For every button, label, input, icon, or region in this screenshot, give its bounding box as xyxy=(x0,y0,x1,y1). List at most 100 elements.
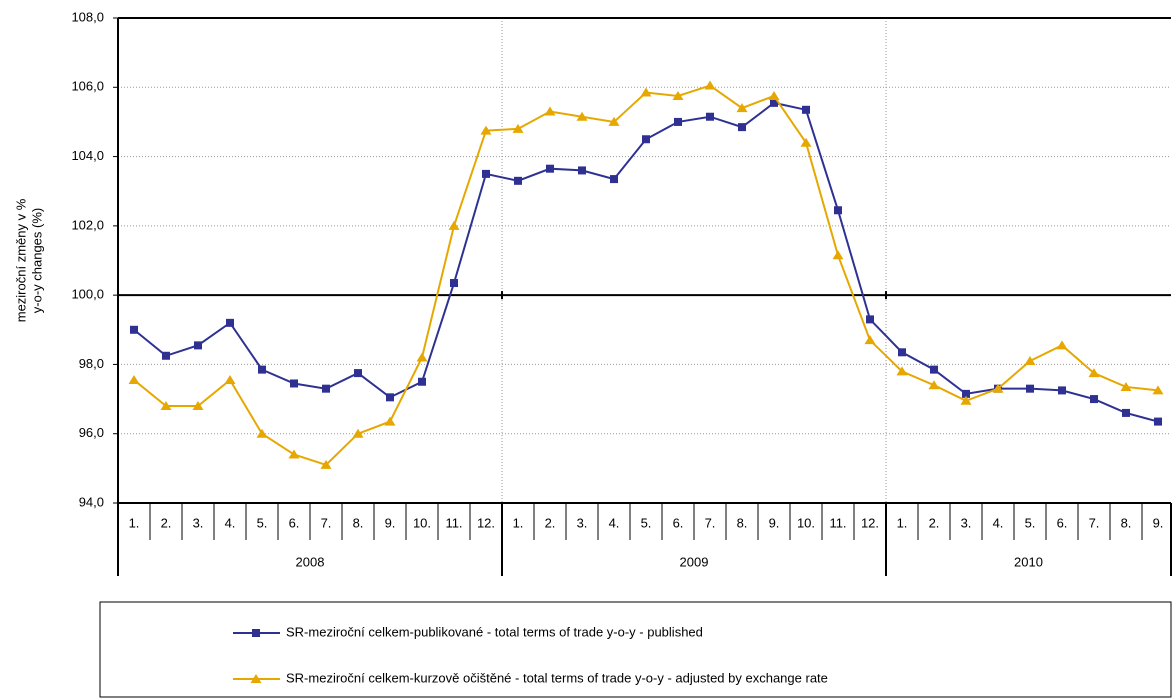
data-point xyxy=(288,449,300,459)
data-point xyxy=(544,106,556,116)
x-tick-label: 12. xyxy=(477,515,495,530)
data-point xyxy=(962,389,970,398)
data-point xyxy=(672,90,684,100)
legend-box xyxy=(99,601,1172,698)
data-point xyxy=(866,315,874,324)
data-point xyxy=(514,176,522,185)
data-point xyxy=(770,98,778,107)
x-tick-label: 11. xyxy=(829,515,846,530)
x-tick-label: 9. xyxy=(385,515,396,530)
data-point xyxy=(640,87,652,97)
data-point xyxy=(450,279,458,288)
x-tick-label: 2. xyxy=(161,515,172,530)
x-tick-label: 11. xyxy=(445,515,462,530)
x-tick-label: 3. xyxy=(577,515,588,530)
data-point xyxy=(386,393,394,402)
data-point xyxy=(608,116,620,126)
legend-marker xyxy=(250,674,262,683)
data-point xyxy=(224,375,236,385)
data-point xyxy=(226,318,234,327)
y-tick-label: 106,0 xyxy=(71,79,104,94)
data-point xyxy=(160,401,172,410)
x-tick-label: 12. xyxy=(861,515,879,530)
y-tick-label: 98,0 xyxy=(79,356,104,371)
data-point xyxy=(736,103,748,113)
data-point xyxy=(802,105,810,114)
x-tick-label: 10. xyxy=(797,515,815,530)
data-point xyxy=(930,365,938,374)
x-tick-label: 6. xyxy=(1057,515,1068,530)
y-tick-label: 96,0 xyxy=(79,425,104,440)
x-tick-label: 5. xyxy=(1025,515,1036,530)
data-point xyxy=(864,335,876,345)
x-tick-label: 7. xyxy=(321,515,332,530)
year-label: 2009 xyxy=(680,554,709,569)
data-point xyxy=(578,166,586,175)
data-point xyxy=(194,341,202,350)
data-point xyxy=(1090,395,1098,404)
y-tick-label: 102,0 xyxy=(71,217,104,232)
data-point xyxy=(162,351,170,360)
data-point xyxy=(1024,355,1036,365)
legend-marker xyxy=(252,629,260,637)
data-point xyxy=(1056,340,1068,350)
y-tick-label: 100,0 xyxy=(71,287,104,302)
y-tick-label: 104,0 xyxy=(71,148,104,163)
data-point xyxy=(290,379,298,388)
x-tick-label: 10. xyxy=(413,515,431,530)
data-point xyxy=(768,90,780,100)
x-tick-label: 4. xyxy=(225,515,236,530)
data-point xyxy=(738,123,746,132)
y-axis-label: y-o-y changes (%) xyxy=(29,208,44,313)
data-point xyxy=(384,416,396,426)
x-tick-label: 1. xyxy=(897,515,908,530)
x-tick-label: 8. xyxy=(353,515,364,530)
data-point xyxy=(674,117,682,126)
data-point xyxy=(1058,386,1066,395)
data-point xyxy=(832,250,844,260)
x-tick-label: 9. xyxy=(769,515,780,530)
data-point xyxy=(448,220,460,230)
x-tick-label: 3. xyxy=(193,515,204,530)
data-point xyxy=(480,125,492,135)
data-point xyxy=(960,395,972,405)
x-tick-label: 8. xyxy=(737,515,748,530)
x-tick-label: 5. xyxy=(641,515,652,530)
data-point xyxy=(512,123,524,133)
data-point xyxy=(416,352,428,362)
data-point xyxy=(928,380,940,390)
legend-label: SR-meziroční celkem-kurzově očištěné - t… xyxy=(286,670,828,685)
x-tick-label: 8. xyxy=(1121,515,1132,530)
x-tick-label: 2. xyxy=(545,515,556,530)
x-tick-label: 2. xyxy=(929,515,940,530)
x-tick-label: 7. xyxy=(705,515,716,530)
data-point xyxy=(418,377,426,386)
data-point xyxy=(130,325,138,334)
data-point xyxy=(992,383,1004,393)
data-point xyxy=(834,206,842,215)
y-tick-label: 94,0 xyxy=(79,494,104,509)
data-point xyxy=(1088,368,1100,378)
x-tick-label: 4. xyxy=(993,515,1004,530)
data-point xyxy=(1152,385,1164,395)
data-point xyxy=(642,135,650,144)
data-point xyxy=(256,428,268,438)
x-tick-label: 1. xyxy=(129,515,140,530)
series-line xyxy=(133,101,1159,423)
data-point xyxy=(1122,408,1130,417)
data-point xyxy=(1026,384,1034,393)
data-point xyxy=(322,384,330,393)
data-point xyxy=(1120,381,1132,391)
data-point xyxy=(896,366,908,376)
data-point xyxy=(258,365,266,374)
data-point xyxy=(128,375,140,385)
y-axis-label: meziroční změny v % xyxy=(13,198,28,322)
data-point xyxy=(800,137,812,147)
data-point xyxy=(320,459,332,469)
data-point xyxy=(546,164,554,173)
data-point xyxy=(610,175,618,184)
data-point xyxy=(352,428,364,438)
data-point xyxy=(576,111,588,121)
data-point xyxy=(1154,417,1162,426)
